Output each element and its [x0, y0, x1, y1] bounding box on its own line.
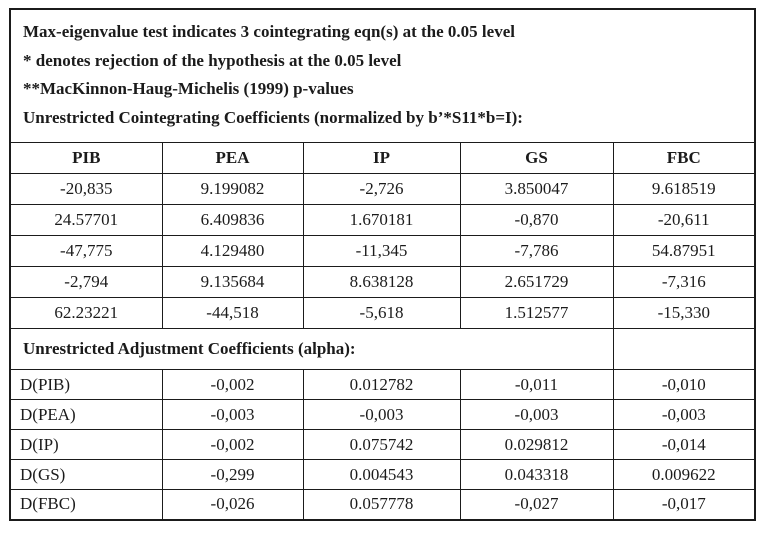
coef-cell: -7,316	[612, 266, 756, 298]
adj-cell: 0.004543	[302, 459, 461, 490]
coef-cell: 54.87951	[612, 235, 756, 267]
adj-cell: 0.043318	[459, 459, 614, 490]
header-notes-row: Max-eigenvalue test indicates 3 cointegr…	[9, 8, 756, 143]
adj-cell: 0.029812	[459, 429, 614, 460]
adj-cell: 0.012782	[302, 369, 461, 400]
coef-table-row: -20,835 9.199082 -2,726 3.850047 9.61851…	[9, 173, 756, 205]
coef-cell: 1.670181	[302, 204, 461, 236]
empty-cell	[612, 328, 756, 370]
adj-table-row: D(FBC) -0,026 0.057778 -0,027 -0,017	[9, 489, 756, 520]
coef-cell: -15,330	[612, 297, 756, 329]
header-notes-cell: Max-eigenvalue test indicates 3 cointegr…	[9, 8, 756, 143]
adj-cell: -0,017	[612, 489, 756, 520]
adjustment-coefficients-title: Unrestricted Adjustment Coefficients (al…	[9, 328, 614, 370]
adj-row-label: D(FBC)	[9, 489, 163, 520]
col-header-pea: PEA	[161, 142, 304, 174]
document-frame: Max-eigenvalue test indicates 3 cointegr…	[9, 8, 757, 521]
adj-table-row: D(PEA) -0,003 -0,003 -0,003 -0,003	[9, 399, 756, 430]
adj-cell: -0,299	[161, 459, 304, 490]
adj-cell: -0,011	[459, 369, 614, 400]
coef-cell: 9.618519	[612, 173, 756, 205]
coef-table-row: -47,775 4.129480 -11,345 -7,786 54.87951	[9, 235, 756, 267]
coef-cell: -5,618	[302, 297, 461, 329]
coef-cell: 4.129480	[161, 235, 304, 267]
coef-cell: -2,794	[9, 266, 163, 298]
rejection-note: * denotes rejection of the hypothesis at…	[23, 50, 402, 70]
adj-cell: -0,026	[161, 489, 304, 520]
adj-cell: 0.075742	[302, 429, 461, 460]
mackinnon-note: **MacKinnon-Haug-Michelis (1999) p-value…	[23, 79, 354, 98]
adj-cell: -0,003	[302, 399, 461, 430]
col-header-gs: GS	[459, 142, 614, 174]
coef-cell: 3.850047	[459, 173, 614, 205]
coef-table-row: 62.23221 -44,518 -5,618 1.512577 -15,330	[9, 297, 756, 329]
adjustment-section-row: Unrestricted Adjustment Coefficients (al…	[9, 328, 756, 370]
adj-cell: -0,027	[459, 489, 614, 520]
coef-table-row: 24.57701 6.409836 1.670181 -0,870 -20,61…	[9, 204, 756, 236]
adj-cell: 0.057778	[302, 489, 461, 520]
coef-cell: 24.57701	[9, 204, 163, 236]
coef-cell: -7,786	[459, 235, 614, 267]
adj-table-row: D(IP) -0,002 0.075742 0.029812 -0,014	[9, 429, 756, 460]
col-header-ip: IP	[302, 142, 461, 174]
coef-cell: 8.638128	[302, 266, 461, 298]
coef-cell: 2.651729	[459, 266, 614, 298]
coef-cell: -47,775	[9, 235, 163, 267]
adj-cell: -0,003	[612, 399, 756, 430]
cointegration-results-table: Max-eigenvalue test indicates 3 cointegr…	[9, 8, 757, 521]
adj-cell: -0,002	[161, 429, 304, 460]
adj-table-row: D(PIB) -0,002 0.012782 -0,011 -0,010	[9, 369, 756, 400]
cointegrating-coefficients-title: Unrestricted Cointegrating Coefficients …	[23, 107, 523, 127]
adj-cell: -0,003	[161, 399, 304, 430]
coef-cell: 9.199082	[161, 173, 304, 205]
max-eigenvalue-note: Max-eigenvalue test indicates 3 cointegr…	[23, 22, 515, 41]
coef-cell: -2,726	[302, 173, 461, 205]
adj-cell: -0,014	[612, 429, 756, 460]
coef-cell: -20,835	[9, 173, 163, 205]
coef-cell: 6.409836	[161, 204, 304, 236]
coef-cell: -11,345	[302, 235, 461, 267]
coef-cell: -20,611	[612, 204, 756, 236]
adj-cell: 0.009622	[612, 459, 756, 490]
col-header-fbc: FBC	[612, 142, 756, 174]
adj-row-label: D(PIB)	[9, 369, 163, 400]
coef-table-row: -2,794 9.135684 8.638128 2.651729 -7,316	[9, 266, 756, 298]
adj-row-label: D(PEA)	[9, 399, 163, 430]
adj-row-label: D(GS)	[9, 459, 163, 490]
coef-cell: -44,518	[161, 297, 304, 329]
column-header-row: PIB PEA IP GS FBC	[9, 142, 756, 174]
adj-cell: -0,002	[161, 369, 304, 400]
col-header-pib: PIB	[9, 142, 163, 174]
coef-cell: 9.135684	[161, 266, 304, 298]
coef-cell: 62.23221	[9, 297, 163, 329]
adj-table-row: D(GS) -0,299 0.004543 0.043318 0.009622	[9, 459, 756, 490]
adj-cell: -0,003	[459, 399, 614, 430]
coef-cell: -0,870	[459, 204, 614, 236]
coef-cell: 1.512577	[459, 297, 614, 329]
adj-row-label: D(IP)	[9, 429, 163, 460]
adj-cell: -0,010	[612, 369, 756, 400]
